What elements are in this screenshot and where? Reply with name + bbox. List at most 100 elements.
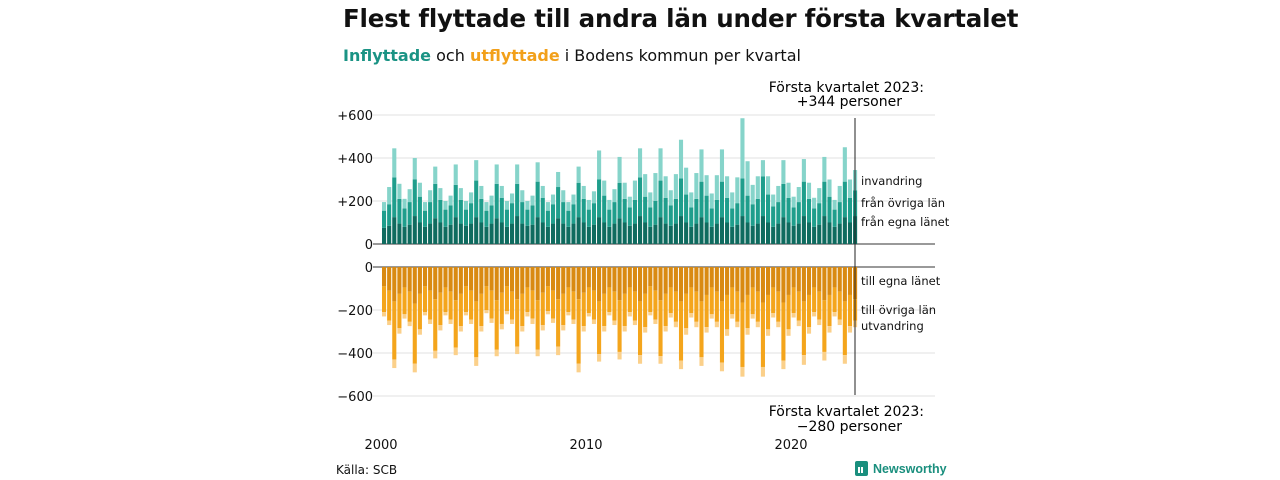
top-annotation-line1: Första kvartalet 2023: (769, 80, 924, 96)
outflow-bar-segment (586, 287, 591, 314)
outflow-bar-segment (612, 320, 617, 326)
outflow-bar-segment (781, 360, 786, 370)
inflow-bar-segment (479, 222, 484, 244)
inflow-bar-segment (725, 222, 730, 244)
inflow-bar-segment (617, 218, 622, 244)
inflow-bar-segment (392, 148, 397, 178)
inflow-bar-segment (796, 187, 801, 203)
series-label-in: från övriga län (861, 196, 945, 210)
inflow-bar-segment (653, 224, 658, 244)
inflow-bar-segment (796, 223, 801, 244)
outflow-bar-segment (602, 293, 607, 327)
inflow-bar-segment (550, 194, 556, 205)
inflow-bar-segment (822, 181, 827, 217)
inflow-bar-segment (566, 210, 571, 227)
outflow-bar-segment (730, 287, 735, 315)
inflow-bar-segment (704, 222, 709, 244)
outflow-bar-segment (678, 301, 684, 361)
inflow-bar-segment (781, 183, 786, 218)
outflow-bar-segment (847, 267, 853, 295)
outflow-bar-segment (776, 267, 781, 292)
inflow-bar-segment (725, 176, 730, 198)
inflow-bar-segment (591, 191, 597, 204)
outflow-bar-segment (750, 287, 755, 315)
inflow-bar-segment (469, 192, 474, 204)
outflow-bar-segment (602, 267, 607, 294)
outflow-bar-segment (719, 301, 725, 363)
inflow-bar-segment (684, 194, 689, 223)
outflow-bar-segment (735, 291, 740, 322)
inflow-bar-segment (776, 185, 781, 203)
inflow-bar-segment (453, 164, 458, 185)
outflow-bar-segment (791, 267, 796, 288)
outflow-bar-segment (474, 357, 479, 366)
brand-logo[interactable]: Newsworthy (855, 461, 947, 476)
outflow-bar-segment (668, 287, 673, 314)
series-label-in: invandring (861, 174, 922, 188)
inflow-bar-segment (474, 160, 479, 181)
outflow-bar-segment (402, 267, 407, 288)
outflow-bar-segment (786, 329, 791, 336)
outflow-bar-segment (735, 321, 740, 328)
outflow-bar-segment (591, 267, 597, 291)
inflow-bar-segment (689, 226, 694, 244)
outflow-bar-segment (499, 267, 504, 293)
inflow-bar-segment (832, 209, 837, 227)
outflow-bar-segment (622, 267, 627, 294)
y-tick-label: −600 (337, 390, 373, 405)
outflow-bar-segment (571, 319, 576, 324)
outflow-bar-segment (412, 267, 417, 304)
outflow-bar-segment (520, 267, 525, 294)
inflow-bar-segment (612, 189, 617, 203)
outflow-bar-segment (699, 301, 704, 358)
outflow-bar-segment (607, 312, 612, 316)
inflow-bar-segment (438, 188, 443, 200)
x-tick-label: 2010 (569, 438, 602, 453)
outflow-bar-segment (458, 326, 463, 332)
inflow-bar-segment (602, 222, 607, 244)
inflow-bar-segment (550, 204, 556, 224)
inflow-bar-segment (392, 217, 397, 244)
outflow-bar-segment (842, 301, 847, 356)
outflow-bar-segment (484, 286, 489, 310)
outflow-bar-segment (561, 325, 566, 331)
y-tick-label: +200 (337, 195, 373, 210)
outflow-bar-segment (796, 291, 801, 321)
outflow-bar-segment (407, 321, 412, 327)
inflow-bar-segment (586, 226, 591, 244)
outflow-bar-segment (525, 267, 530, 288)
outflow-bar-segment (602, 326, 607, 332)
inflow-bar-segment (801, 159, 806, 182)
inflow-bar-segment (530, 205, 535, 225)
outflow-bar-segment (842, 267, 847, 302)
inflow-bar-segment (730, 208, 735, 227)
outflow-bar-segment (643, 327, 648, 333)
outflow-bar-segment (776, 291, 781, 322)
inflow-bar-segment (837, 223, 842, 244)
outflow-bar-segment (740, 267, 745, 303)
outflow-bar-segment (689, 267, 694, 288)
inflow-bar-segment (576, 166, 581, 183)
inflow-bar-segment (525, 225, 530, 244)
outflow-bar-segment (801, 355, 806, 365)
outflow-bar-segment (750, 314, 755, 319)
inflow-bar-segment (515, 216, 520, 244)
inflow-bar-segment (407, 202, 412, 225)
inflow-bar-segment (550, 223, 556, 244)
inflow-bar-segment (766, 222, 771, 244)
outflow-bar-segment (771, 267, 776, 288)
inflow-bar-segment (714, 199, 719, 224)
outflow-bar-segment (632, 291, 637, 321)
newsworthy-logo-icon (855, 461, 868, 476)
outflow-bar-segment (581, 326, 586, 332)
inflow-bar-segment (417, 222, 422, 244)
subtitle-and-word: och (431, 46, 470, 65)
outflow-bar-segment (463, 312, 469, 316)
inflow-bar-segment (607, 199, 612, 210)
outflow-bar-segment (837, 291, 842, 320)
inflow-bar-segment (535, 217, 540, 244)
inflow-bar-segment (402, 208, 407, 227)
outflow-bar-segment (504, 286, 509, 312)
inflow-bar-segment (591, 224, 597, 244)
outflow-bar-segment (382, 267, 387, 287)
